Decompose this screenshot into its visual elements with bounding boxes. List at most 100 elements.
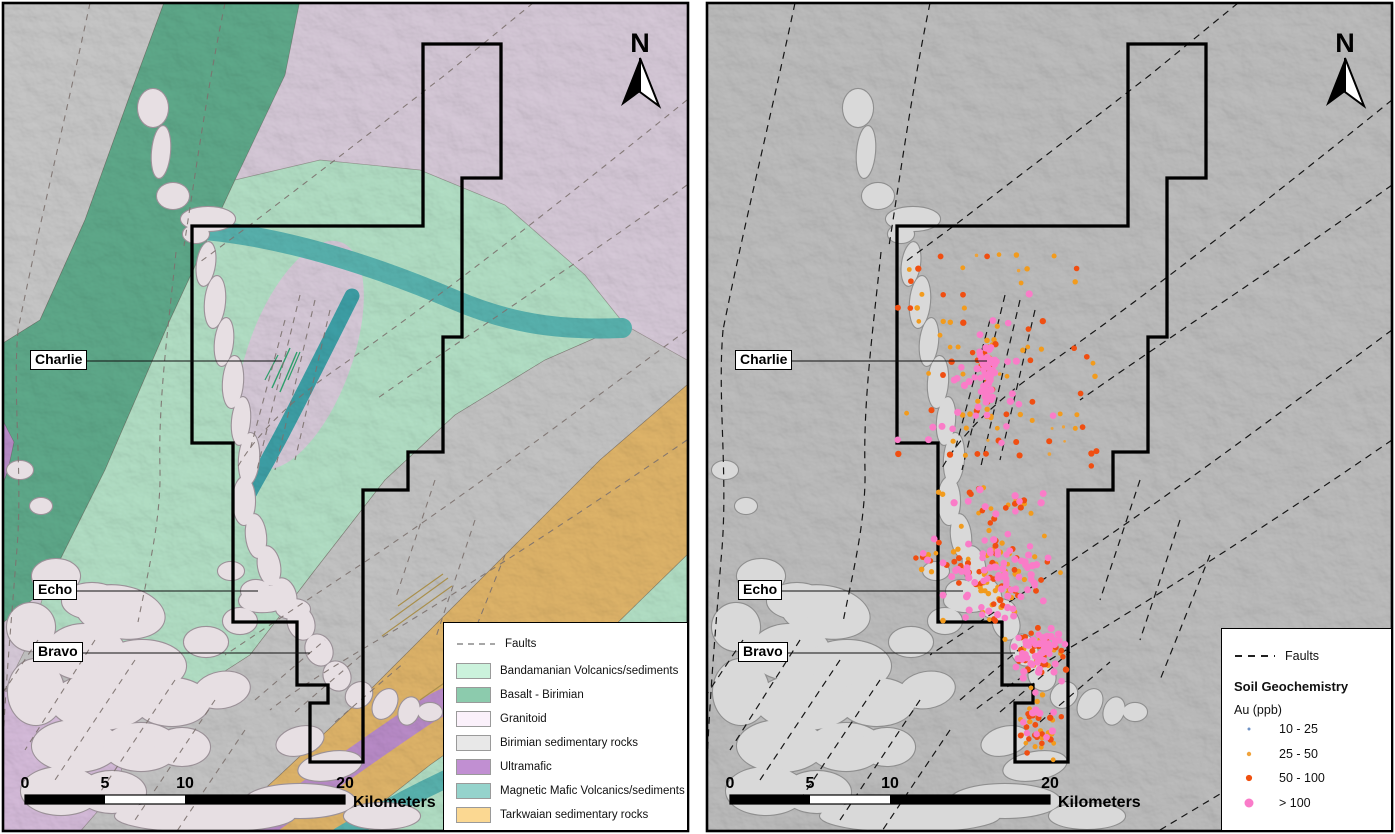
soil-dot-deep bbox=[984, 253, 990, 260]
soil-dot-pink bbox=[986, 549, 994, 557]
soil-dot-orange bbox=[961, 305, 967, 311]
soil-dot-orange bbox=[994, 425, 1000, 431]
fault-dash-swatch bbox=[1234, 651, 1276, 661]
soil-dot-pink bbox=[1027, 571, 1035, 579]
soil-dot-pink bbox=[954, 408, 962, 416]
au-class-dot-swatch bbox=[1242, 747, 1256, 761]
soil-dot-orange bbox=[1038, 744, 1044, 750]
soil-dot-pink bbox=[972, 412, 980, 419]
soil-dot-pink bbox=[1050, 708, 1058, 716]
soil-dot-orange bbox=[940, 318, 946, 325]
soil-dot-small bbox=[1050, 426, 1054, 430]
soil-dot-deep bbox=[1026, 736, 1032, 742]
soil-dot-pink bbox=[919, 550, 927, 557]
soil-dot-orange bbox=[1034, 698, 1040, 705]
soil-dot-orange bbox=[960, 371, 966, 377]
legend-row-geology-unit: Basalt - Birimian bbox=[444, 683, 687, 707]
prospect-label-bravo: Bravo bbox=[738, 642, 788, 662]
soil-dot-small bbox=[1016, 268, 1021, 273]
soil-dot-deep bbox=[1083, 353, 1090, 360]
soil-dot-orange bbox=[1024, 266, 1030, 272]
soil-dot-pink bbox=[1015, 400, 1023, 408]
soil-dot-pink bbox=[1016, 498, 1023, 505]
soil-dot-orange bbox=[947, 319, 954, 325]
fault-line bbox=[334, 661, 406, 723]
soil-dot-pink bbox=[1039, 597, 1047, 605]
soil-dot-deep bbox=[915, 265, 922, 272]
soil-dot-orange bbox=[935, 489, 942, 495]
soil-dot-deep bbox=[1023, 724, 1030, 730]
geology-unit-swatch bbox=[456, 711, 491, 727]
soil-dot-pink bbox=[987, 396, 995, 404]
fault-line bbox=[1099, 479, 1141, 601]
geology-unit-swatch bbox=[456, 807, 491, 823]
soil-dot-deep bbox=[1025, 326, 1032, 332]
soil-dot-pink bbox=[990, 536, 998, 544]
au-class-dot-swatch bbox=[1242, 796, 1256, 810]
fault-line bbox=[235, 99, 688, 471]
soil-dot-pink bbox=[939, 591, 947, 599]
soil-dot-deep bbox=[987, 520, 994, 526]
fault-line bbox=[1139, 519, 1181, 641]
soil-dot-deep bbox=[913, 555, 919, 561]
soil-dot-pink bbox=[971, 579, 979, 586]
soil-dot-pink bbox=[1017, 593, 1025, 601]
au-class-label: 50 - 100 bbox=[1279, 771, 1325, 786]
geology-unit-rows: Bandamanian Volcanics/sediments Basalt - … bbox=[444, 659, 687, 827]
geology-unit-label: Tarkwaian sedimentary rocks bbox=[500, 809, 649, 821]
soil-dot-orange bbox=[1057, 411, 1063, 417]
soil-dot-orange bbox=[1021, 576, 1027, 583]
fault-line bbox=[842, 251, 882, 623]
soil-dot-deep bbox=[940, 291, 946, 298]
fault-line bbox=[979, 299, 1021, 471]
soil-dot-pink bbox=[1009, 605, 1017, 613]
soil-dot-pink bbox=[965, 606, 973, 614]
soil-dot-pink bbox=[980, 566, 988, 574]
north-label: N bbox=[1335, 28, 1355, 58]
soil-dot-pink bbox=[1048, 727, 1057, 735]
soil-dot-orange bbox=[991, 337, 997, 343]
soil-dot-pink bbox=[982, 392, 990, 400]
soil-dot-deep bbox=[1046, 438, 1053, 445]
soil-dot-pink bbox=[1008, 390, 1016, 398]
soil-dot-deep bbox=[992, 341, 999, 348]
soil-dot-pink bbox=[1004, 530, 1012, 538]
soil-dot-orange bbox=[963, 425, 969, 431]
legend-row-geology-unit: Granitoid bbox=[444, 707, 687, 731]
lineament bbox=[264, 354, 279, 381]
soil-dot-pink bbox=[964, 592, 971, 599]
soil-dot-orange bbox=[1032, 744, 1038, 750]
soil-dot-pink bbox=[1004, 592, 1012, 600]
soil-dot-pink bbox=[929, 423, 937, 431]
soil-dot-pink bbox=[1029, 709, 1037, 717]
soil-dot-small bbox=[1063, 439, 1066, 443]
soil-dot-orange bbox=[965, 556, 971, 562]
soil-dot-pink bbox=[1044, 554, 1052, 562]
au-class-dot-swatch bbox=[1242, 722, 1256, 736]
soil-dot-pink bbox=[989, 317, 997, 325]
legend-title: Soil Geochemistry bbox=[1234, 679, 1349, 694]
soil-dot-deep bbox=[999, 602, 1006, 609]
soil-dot-deep bbox=[997, 596, 1004, 604]
soil-dot-pink bbox=[1003, 423, 1010, 430]
fault-line bbox=[294, 651, 366, 713]
soil-dot-small bbox=[1061, 425, 1066, 429]
soil-dot-pink bbox=[1047, 624, 1055, 632]
soil-dot-deep bbox=[992, 542, 999, 549]
soil-dot-pink bbox=[1037, 655, 1045, 663]
soil-dot-orange bbox=[939, 491, 946, 497]
fault-line bbox=[1079, 184, 1392, 401]
soil-dot-pink bbox=[1040, 635, 1048, 643]
fault-line bbox=[888, 3, 931, 247]
soil-dot-orange bbox=[994, 323, 1000, 329]
soil-dot-pink bbox=[1058, 677, 1065, 685]
soil-dot-deep bbox=[1029, 647, 1036, 654]
soil-dot-pink bbox=[938, 422, 946, 430]
soil-dot-pink bbox=[1028, 562, 1037, 570]
soil-dot-small bbox=[986, 438, 990, 442]
soil-dot-pink bbox=[950, 376, 958, 384]
fault-line bbox=[707, 329, 725, 780]
legend-row-geology-unit: Ultramafic bbox=[444, 755, 687, 779]
soil-dot-deep bbox=[1058, 647, 1065, 654]
